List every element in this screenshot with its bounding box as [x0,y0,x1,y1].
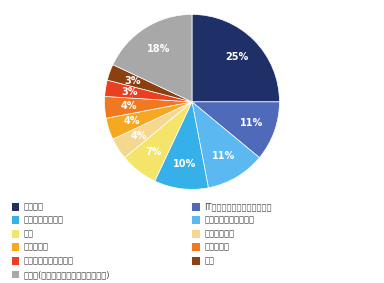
Text: IT・インターネット・ゲーム: IT・インターネット・ゲーム [204,202,272,211]
Text: 4%: 4% [131,131,147,141]
Text: 広告・出版・マスコミ: 広告・出版・マスコミ [24,256,74,265]
Wedge shape [113,102,192,158]
Text: メディカル: メディカル [24,243,49,252]
Text: 4%: 4% [121,101,137,111]
Text: 流通・小売・サービス: 流通・小売・サービス [204,216,254,225]
Wedge shape [105,80,192,102]
Text: 18%: 18% [147,44,170,54]
Text: 4%: 4% [124,116,141,126]
Wedge shape [192,14,280,102]
Text: 金融: 金融 [204,256,214,265]
Wedge shape [192,102,260,188]
Text: 建設・不動産: 建設・不動産 [204,229,234,238]
Text: 3%: 3% [124,76,141,85]
Wedge shape [106,102,192,139]
Text: 25%: 25% [225,52,248,62]
Wedge shape [155,102,209,189]
Wedge shape [113,14,192,102]
Wedge shape [124,102,192,181]
Text: 3%: 3% [122,87,138,97]
Wedge shape [104,97,192,118]
Wedge shape [107,65,192,102]
Text: 物流・運輸: 物流・運輸 [204,243,229,252]
Text: メーカー: メーカー [24,202,44,211]
Text: 7%: 7% [145,147,162,157]
Text: その他(インフラ・教育・官公庁など): その他(インフラ・教育・官公庁など) [24,270,110,279]
Text: コンサルティング: コンサルティング [24,216,64,225]
Text: 11%: 11% [240,118,263,128]
Text: 商社: 商社 [24,229,34,238]
Text: 11%: 11% [212,151,236,161]
Text: 10%: 10% [172,159,196,169]
Wedge shape [192,102,280,158]
